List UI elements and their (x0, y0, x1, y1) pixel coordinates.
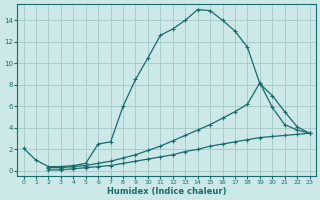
X-axis label: Humidex (Indice chaleur): Humidex (Indice chaleur) (107, 187, 226, 196)
